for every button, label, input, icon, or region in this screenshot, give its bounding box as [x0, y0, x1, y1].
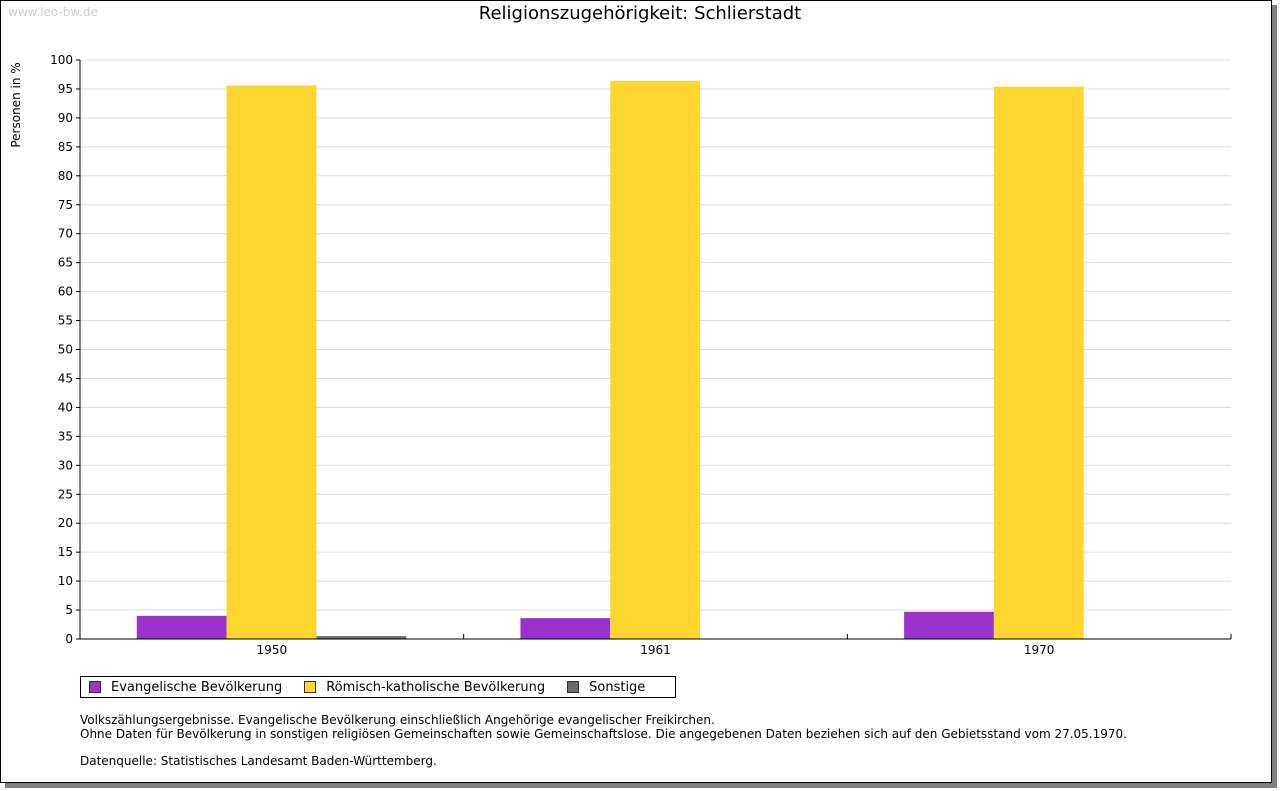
y-tick-label: 65 [58, 256, 73, 270]
y-tick-label: 80 [58, 169, 73, 183]
bar-evangelische-1970 [904, 611, 994, 639]
x-tick-label: 1950 [257, 643, 288, 657]
y-tick-label: 45 [58, 371, 73, 385]
y-tick-label: 95 [58, 82, 73, 96]
legend-label-katholisch: Römisch-katholische Bevölkerung [326, 679, 546, 695]
legend-label-evangelisch: Evangelische Bevölkerung [111, 679, 283, 695]
y-tick-label: 0 [65, 632, 73, 646]
y-tick-label: 25 [58, 487, 73, 501]
y-tick-label: 5 [65, 603, 73, 617]
bar-evangelische-1961 [520, 618, 611, 639]
y-tick-label: 50 [58, 343, 73, 357]
chart-title: Religionszugehörigkeit: Schlierstadt [478, 3, 802, 24]
y-tick-label: 75 [58, 198, 73, 212]
bar-sonstige-1950 [316, 636, 407, 639]
y-tick-label: 55 [58, 314, 73, 328]
y-tick-label: 40 [58, 400, 73, 414]
data-source: Datenquelle: Statistisches Landesamt Bad… [80, 754, 437, 768]
legend-swatch-sonstige [567, 681, 580, 693]
watermark: www.leo-bw.de [8, 5, 98, 19]
bar-römisch-katholische-1961 [610, 80, 701, 640]
x-tick-label: 1961 [640, 643, 671, 657]
y-tick-label: 20 [58, 516, 73, 530]
y-tick-label: 85 [58, 140, 73, 154]
chart-notes: Volkszählungsergebnisse. Evangelische Be… [80, 713, 1127, 768]
legend-item-katholisch: Römisch-katholische Bevölkerung [304, 680, 545, 695]
note-line-2: Ohne Daten für Bevölkerung in sonstigen … [80, 727, 1127, 741]
legend-item-sonstige: Sonstige [567, 680, 645, 695]
y-tick-label: 90 [58, 111, 73, 125]
y-tick-label: 10 [58, 574, 73, 588]
legend-label-sonstige: Sonstige [589, 679, 646, 695]
bar-evangelische-1950 [136, 615, 227, 639]
y-axis-label: Personen in % [9, 62, 23, 147]
y-tick-label: 70 [58, 227, 73, 241]
bar-römisch-katholische-1950 [226, 85, 317, 639]
chart-legend: Evangelische Bevölkerung Römisch-katholi… [80, 676, 676, 698]
legend-swatch-katholisch [304, 681, 317, 693]
y-tick-label: 60 [58, 285, 73, 299]
legend-swatch-evangelisch [89, 681, 101, 693]
note-line-1: Volkszählungsergebnisse. Evangelische Be… [80, 713, 715, 727]
y-tick-label: 30 [58, 458, 73, 472]
bar-römisch-katholische-1970 [993, 86, 1084, 639]
y-tick-label: 100 [50, 53, 73, 67]
legend-item-evangelisch: Evangelische Bevölkerung [89, 680, 282, 695]
y-tick-label: 15 [58, 545, 73, 559]
x-tick-label: 1970 [1024, 643, 1055, 657]
y-tick-label: 35 [58, 429, 73, 443]
